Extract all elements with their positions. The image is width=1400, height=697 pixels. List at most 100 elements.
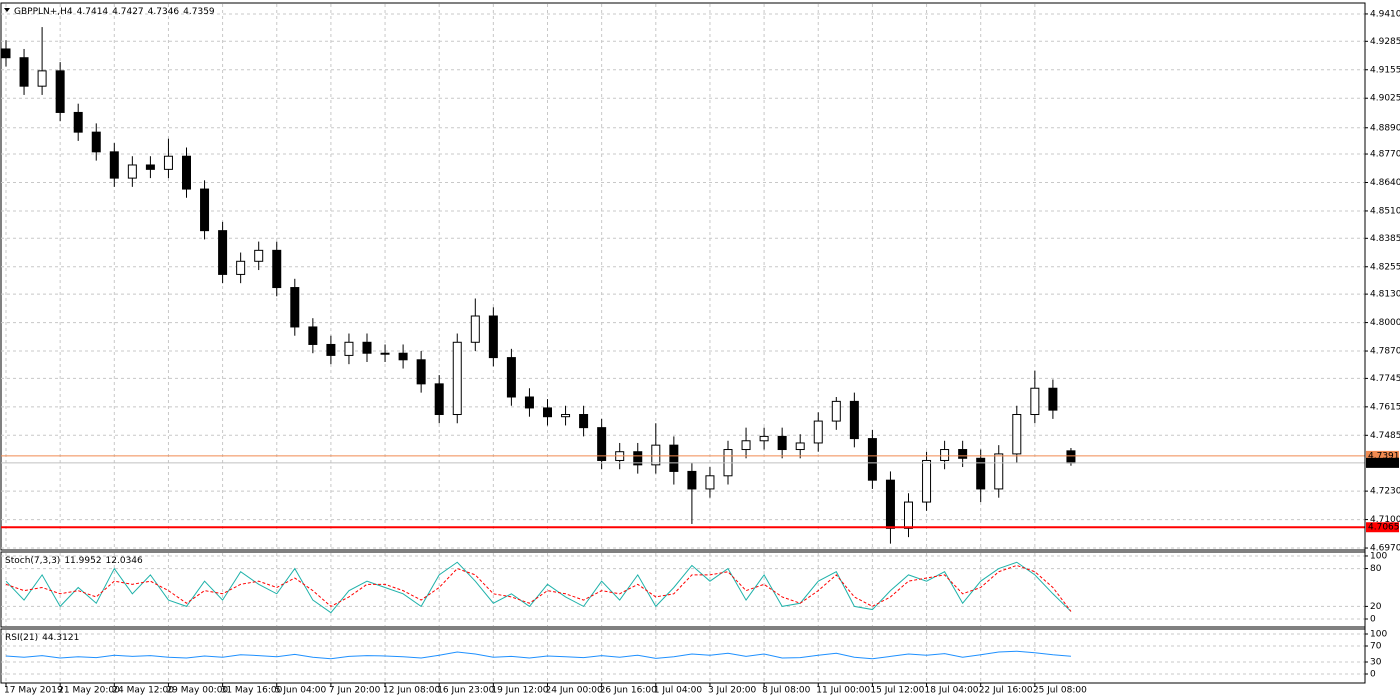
candle-body — [940, 449, 950, 461]
x-tick-label: 7 Jun 20:00 — [329, 686, 381, 696]
candle-body — [1, 48, 11, 59]
x-tick-label: 21 May 20:00 — [58, 686, 120, 696]
x-tick-label: 19 Jun 12:00 — [491, 686, 548, 696]
header-value: 4.7346 — [148, 7, 180, 17]
y-tick-label: 0 — [1370, 614, 1376, 624]
candle-body — [55, 70, 65, 113]
current-price-label: 4.7359 — [1368, 458, 1400, 468]
y-tick-label: 4.9155 — [1370, 65, 1400, 75]
candle-body — [759, 435, 769, 442]
indicator-line — [5, 650, 1071, 660]
candle-body — [380, 352, 390, 355]
panel-header: RSI(21) 44.3121 — [5, 633, 79, 643]
y-tick-label: 4.7745 — [1370, 374, 1400, 384]
candle-body — [398, 352, 408, 361]
candle-body — [1030, 387, 1040, 416]
x-tick-label: 8 Jul 08:00 — [762, 686, 811, 696]
candle-body — [145, 164, 155, 170]
candle-body — [687, 470, 697, 490]
price-label: 4.7065 — [1368, 523, 1400, 533]
y-tick-label: 100 — [1370, 630, 1387, 640]
price-label-box — [1366, 522, 1399, 533]
candle-body — [669, 444, 679, 472]
header-value: 11.9952 — [64, 556, 101, 566]
candle-body — [524, 396, 534, 409]
x-tick-label: 26 Jun 16:00 — [600, 686, 657, 696]
y-tick-label: 4.7485 — [1370, 431, 1400, 441]
candle-body — [976, 457, 986, 490]
candle-body — [109, 151, 119, 179]
y-tick-label: 4.7870 — [1370, 347, 1400, 357]
candle-body — [434, 383, 444, 416]
candle-body — [91, 131, 101, 153]
candle-body — [651, 444, 661, 466]
candle-body — [182, 155, 191, 190]
x-tick-label: 24 May 12:00 — [112, 686, 174, 696]
y-tick-label: 4.8640 — [1370, 178, 1400, 188]
candle-body — [579, 414, 589, 429]
y-tick-label: 4.7615 — [1370, 402, 1400, 412]
y-tick-label: 4.8255 — [1370, 262, 1400, 272]
candle-body — [73, 111, 83, 133]
candle-body — [127, 164, 137, 179]
candle-body — [705, 475, 715, 490]
x-tick-label: 16 Jun 23:00 — [437, 686, 494, 696]
candle-body — [543, 407, 552, 418]
x-tick-label: 11 Jul 00:00 — [816, 686, 870, 696]
candle-body — [344, 341, 354, 356]
header-value: 4.7414 — [77, 7, 109, 17]
y-tick-label: 100 — [1370, 551, 1387, 561]
y-tick-label: 4.9410 — [1370, 9, 1400, 19]
candle-body — [200, 188, 210, 232]
candle-body — [37, 70, 47, 87]
y-tick-label: 4.9025 — [1370, 94, 1400, 104]
candle-body — [1048, 387, 1058, 411]
candle-body — [488, 315, 498, 359]
x-tick-label: 24 Jun 00:00 — [546, 686, 603, 696]
x-tick-label: 31 May 16:00 — [221, 686, 283, 696]
header-title: Stoch(7,3,3) — [5, 556, 60, 566]
candle-body — [362, 341, 372, 354]
x-tick-label: 29 May 00:00 — [166, 686, 228, 696]
candle-body — [561, 414, 571, 418]
y-tick-label: 80 — [1370, 564, 1382, 574]
y-tick-label: 4.8130 — [1370, 290, 1400, 300]
candle-body — [416, 359, 426, 385]
y-tick-label: 20 — [1370, 602, 1382, 612]
y-tick-label: 4.8770 — [1370, 150, 1400, 160]
header-title: RSI(21) — [5, 633, 38, 643]
header-value: 4.7427 — [112, 7, 144, 17]
x-tick-label: 22 Jul 16:00 — [979, 686, 1033, 696]
candle-body — [236, 260, 246, 275]
x-tick-label: 5 Jun 04:00 — [275, 686, 327, 696]
candle-body — [254, 249, 264, 262]
candle-body — [19, 57, 29, 87]
x-tick-label: 3 Jul 20:00 — [708, 686, 757, 696]
y-tick-label: 4.8385 — [1370, 234, 1400, 244]
y-tick-label: 70 — [1370, 642, 1382, 652]
panel-header: GBPPLN+,H4 4.7414 4.7427 4.7346 4.7359 — [14, 7, 215, 17]
candle-body — [958, 449, 968, 459]
candle-body — [633, 451, 643, 466]
candle-body — [452, 341, 462, 416]
y-tick-label: 30 — [1370, 658, 1382, 668]
candle-body — [272, 249, 282, 289]
candle-body — [885, 479, 895, 529]
candle-body — [1066, 450, 1076, 464]
candle-body — [831, 400, 841, 422]
x-tick-label: 1 Jul 04:00 — [654, 686, 703, 696]
header-title: GBPPLN+,H4 — [14, 7, 73, 17]
candle-body — [470, 315, 480, 343]
header-value: 12.0346 — [106, 556, 143, 566]
candle-body — [795, 442, 805, 451]
candle-body — [290, 287, 300, 328]
y-tick-label: 4.9285 — [1370, 37, 1400, 47]
header-value: 4.7359 — [183, 7, 215, 17]
candle-body — [922, 459, 932, 503]
price-label: 4.7391 — [1368, 451, 1400, 461]
candle-body — [218, 230, 228, 275]
y-tick-label: 4.8510 — [1370, 206, 1400, 216]
